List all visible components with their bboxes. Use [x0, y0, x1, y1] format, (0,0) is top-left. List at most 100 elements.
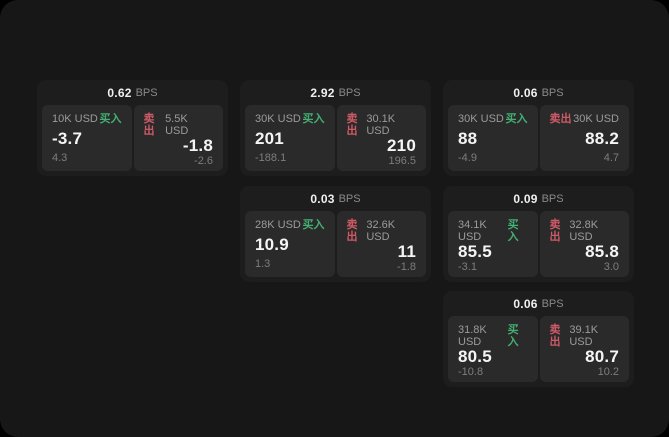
spread-value: 0.03: [310, 191, 335, 206]
sell-side-label: 卖出: [549, 324, 561, 348]
buy-notional: 30K USD: [255, 113, 301, 125]
buy-panel-header: 30K USD 买入: [255, 113, 325, 125]
buy-side-label: 买入: [507, 324, 519, 348]
sell-panel-header: 卖出 32.6K USD: [347, 219, 417, 243]
sell-quote-panel[interactable]: 卖出 30.1K USD 210 196.5: [336, 105, 426, 171]
sell-side-label: 卖出: [346, 219, 358, 243]
sell-quote-panel[interactable]: 卖出 32.6K USD 11 -1.8: [336, 211, 426, 277]
buy-panel-header: 10K USD 买入: [52, 113, 122, 125]
sell-panel-header: 卖出 39.1K USD: [550, 324, 620, 348]
buy-price: 10.9: [255, 234, 289, 254]
sell-side-label: 卖出: [549, 219, 561, 243]
sell-quote-panel[interactable]: 卖出 39.1K USD 80.7 10.2: [539, 316, 629, 382]
sell-notional: 39.1K USD: [569, 324, 599, 348]
spread-value: 0.09: [513, 191, 538, 206]
buy-price: 88: [458, 128, 478, 148]
sell-notional: 30.1K USD: [366, 113, 396, 137]
sell-notional: 5.5K USD: [165, 113, 189, 137]
buy-panel-header: 30K USD 买入: [458, 113, 528, 125]
spread-header: 0.62 BPS: [37, 80, 228, 105]
buy-quote-panel[interactable]: 10K USD 买入 -3.7 4.3: [42, 105, 132, 171]
buy-change: -3.1: [458, 261, 477, 273]
buy-price: -3.7: [52, 128, 83, 148]
buy-change: -10.8: [458, 366, 484, 378]
sell-panel-header: 卖出 30K USD: [550, 113, 620, 125]
quote-card: 0.06 BPS 31.8K USD 买入 80.5 -10.8 卖出 39.1…: [443, 291, 634, 387]
buy-change: -4.9: [458, 152, 477, 164]
sell-price: 85.8: [585, 242, 619, 261]
spread-unit-label: BPS: [338, 192, 361, 205]
sell-change: 4.7: [603, 152, 619, 164]
spread-unit-label: BPS: [541, 86, 564, 99]
buy-notional: 30K USD: [458, 113, 504, 125]
buy-notional: 34.1K USD: [458, 219, 487, 243]
sell-price: -1.8: [182, 136, 213, 155]
spread-header: 0.06 BPS: [443, 291, 634, 316]
spread-unit-label: BPS: [541, 297, 564, 310]
quote-panels: 10K USD 买入 -3.7 4.3 卖出 5.5K USD -1.8 -2.…: [37, 105, 228, 171]
buy-side-label: 买入: [302, 113, 325, 125]
quote-panels: 31.8K USD 买入 80.5 -10.8 卖出 39.1K USD 80.…: [443, 316, 634, 382]
sell-panel-header: 卖出 32.8K USD: [550, 219, 620, 243]
sell-change: 196.5: [388, 155, 416, 167]
quote-card: 2.92 BPS 30K USD 买入 201 -188.1 卖出 30.1K …: [240, 80, 431, 176]
buy-quote-panel[interactable]: 30K USD 买入 201 -188.1: [245, 105, 335, 171]
buy-change: 4.3: [52, 152, 68, 164]
sell-panel-header: 卖出 30.1K USD: [347, 113, 417, 137]
buy-notional: 10K USD: [52, 113, 98, 125]
spread-header: 0.06 BPS: [443, 80, 634, 105]
buy-quote-panel[interactable]: 31.8K USD 买入 80.5 -10.8: [448, 316, 538, 382]
quote-panels: 28K USD 买入 10.9 1.3 卖出 32.6K USD 11 -1.8: [240, 211, 431, 277]
spread-header: 0.09 BPS: [443, 186, 634, 211]
buy-change: 1.3: [255, 258, 271, 270]
spread-unit-label: BPS: [541, 192, 564, 205]
spread-header: 2.92 BPS: [240, 80, 431, 105]
quote-panels: 34.1K USD 买入 85.5 -3.1 卖出 32.8K USD 85.8…: [443, 211, 634, 277]
spread-value: 2.92: [310, 85, 335, 100]
buy-side-label: 买入: [507, 219, 519, 243]
buy-price: 80.5: [458, 347, 492, 366]
quote-card: 0.03 BPS 28K USD 买入 10.9 1.3 卖出 32.6K US…: [240, 186, 431, 282]
spread-unit-label: BPS: [135, 86, 158, 99]
sell-side-label: 卖出: [346, 113, 358, 137]
spread-value: 0.06: [513, 85, 538, 100]
buy-quote-panel[interactable]: 30K USD 买入 88 -4.9: [448, 105, 538, 171]
sell-notional: 30K USD: [573, 113, 619, 125]
buy-panel-header: 28K USD 买入: [255, 219, 325, 231]
sell-price: 88.2: [585, 128, 619, 148]
buy-notional: 28K USD: [255, 219, 301, 231]
sell-notional: 32.8K USD: [569, 219, 599, 243]
sell-quote-panel[interactable]: 卖出 32.8K USD 85.8 3.0: [539, 211, 629, 277]
sell-price: 11: [397, 242, 416, 261]
sell-side-label: 卖出: [143, 113, 155, 137]
buy-quote-panel[interactable]: 34.1K USD 买入 85.5 -3.1: [448, 211, 538, 277]
buy-price: 85.5: [458, 242, 492, 261]
sell-notional: 32.6K USD: [366, 219, 396, 243]
spread-value: 0.06: [513, 296, 538, 311]
buy-side-label: 买入: [99, 113, 122, 125]
sell-quote-panel[interactable]: 卖出 5.5K USD -1.8 -2.6: [133, 105, 223, 171]
sell-change: -2.6: [194, 155, 213, 167]
sell-quote-panel[interactable]: 卖出 30K USD 88.2 4.7: [539, 105, 629, 171]
buy-notional: 31.8K USD: [458, 324, 487, 348]
buy-change: -188.1: [255, 152, 287, 164]
buy-price: 201: [255, 128, 284, 148]
buy-quote-panel[interactable]: 28K USD 买入 10.9 1.3: [245, 211, 335, 277]
sell-change: 3.0: [603, 261, 619, 273]
quote-panels: 30K USD 买入 201 -188.1 卖出 30.1K USD 210 1…: [240, 105, 431, 171]
sell-price: 80.7: [585, 347, 619, 366]
buy-panel-header: 34.1K USD 买入: [458, 219, 528, 243]
quote-card: 0.06 BPS 30K USD 买入 88 -4.9 卖出 30K USD 8…: [443, 80, 634, 176]
spread-value: 0.62: [107, 85, 132, 100]
sell-price: 210: [387, 136, 416, 155]
quote-card: 0.09 BPS 34.1K USD 买入 85.5 -3.1 卖出 32.8K…: [443, 186, 634, 282]
sell-panel-header: 卖出 5.5K USD: [144, 113, 214, 137]
buy-panel-header: 31.8K USD 买入: [458, 324, 528, 348]
spread-header: 0.03 BPS: [240, 186, 431, 211]
buy-side-label: 买入: [505, 113, 528, 125]
spread-unit-label: BPS: [338, 86, 361, 99]
sell-change: 10.2: [597, 366, 619, 378]
sell-change: -1.8: [397, 261, 416, 273]
quote-card: 0.62 BPS 10K USD 买入 -3.7 4.3 卖出 5.5K USD…: [37, 80, 228, 176]
